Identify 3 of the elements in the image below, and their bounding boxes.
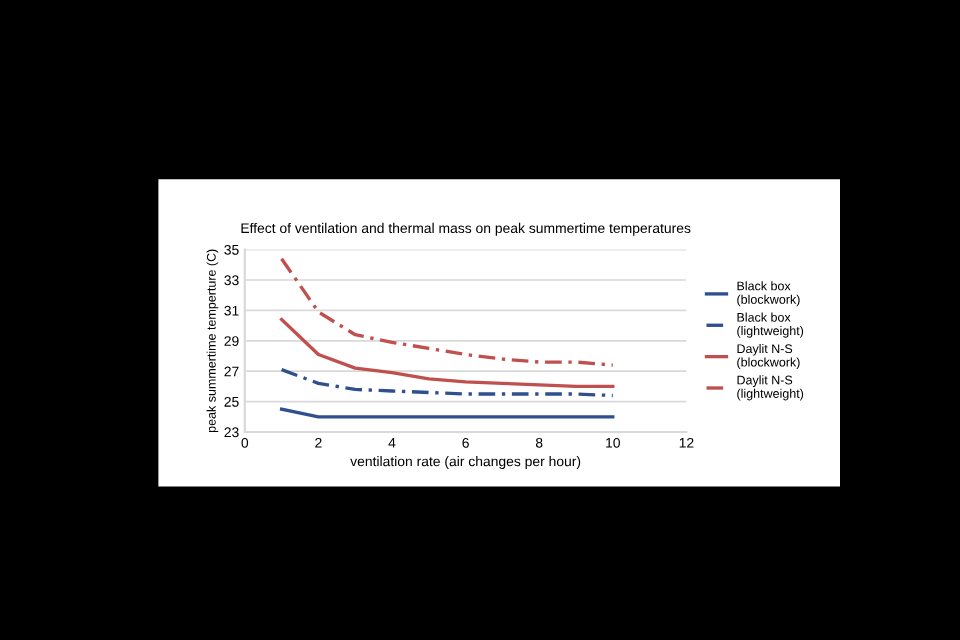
line-series xyxy=(279,257,615,367)
line-series xyxy=(279,317,615,389)
line-series xyxy=(279,368,615,398)
